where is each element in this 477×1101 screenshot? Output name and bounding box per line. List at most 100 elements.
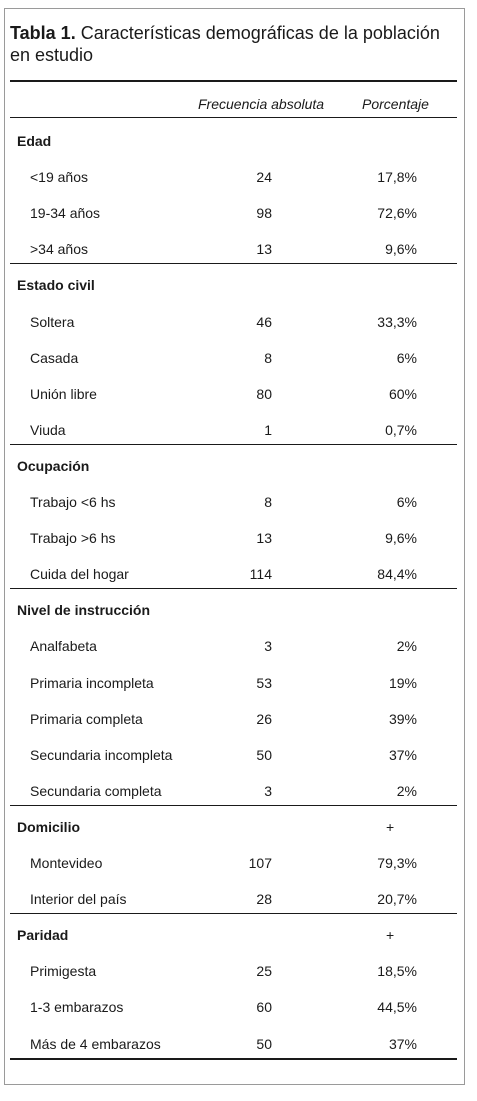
table-title-label: Tabla 1.: [10, 23, 76, 43]
row-frequency: 25: [256, 963, 272, 980]
table-row: Casada 8 6%: [0, 348, 465, 368]
section-marker: +: [386, 927, 395, 944]
row-frequency: 28: [256, 891, 272, 908]
section-rule: [10, 588, 457, 590]
section-rule: [10, 263, 457, 265]
table-row: >34 años 13 9,6%: [0, 239, 465, 259]
row-label: 19-34 años: [30, 205, 101, 222]
row-label: Cuida del hogar: [30, 566, 129, 583]
row-label: Más de 4 embarazos: [30, 1035, 161, 1052]
section-name: Edad: [17, 133, 52, 149]
section-marker: +: [386, 818, 395, 835]
table-row: Montevideo 107 79,3%: [0, 853, 465, 873]
table-row: Viuda 1 0,7%: [0, 420, 465, 440]
table-row: Unión libre 80 60%: [0, 384, 465, 404]
row-label: 1-3 embarazos: [30, 999, 124, 1016]
row-frequency: 13: [256, 241, 272, 258]
section-header-row: Domicilio +: [0, 817, 465, 837]
row-percentage: 6%: [396, 494, 417, 510]
table-row: Primaria completa 26 39%: [0, 709, 465, 729]
section-header-row: Estado civil: [0, 275, 465, 295]
row-percentage: 60%: [388, 385, 417, 402]
row-percentage: 37%: [388, 746, 417, 763]
row-label: Primigesta: [30, 963, 97, 980]
row-percentage: 44,5%: [377, 999, 417, 1016]
table-row: Cuida del hogar 114 84,4%: [0, 564, 465, 584]
section-name: Ocupación: [17, 457, 90, 474]
column-header-percentage: Porcentaje: [362, 96, 429, 112]
row-percentage: 2%: [396, 782, 417, 799]
section-name: Paridad: [17, 927, 69, 944]
row-label: Trabajo >6 hs: [30, 530, 116, 547]
row-percentage: 20,7%: [377, 891, 417, 908]
row-label: Soltera: [30, 313, 75, 330]
table-row: <19 años 24 17,8%: [0, 167, 465, 187]
header-rule: [10, 117, 457, 118]
table-row: Soltera 46 33,3%: [0, 312, 465, 332]
row-label: Primaria completa: [30, 710, 143, 727]
row-label: Secundaria completa: [30, 782, 162, 799]
row-percentage: 84,4%: [377, 566, 417, 583]
row-frequency: 13: [256, 530, 272, 547]
row-percentage: 18,5%: [377, 963, 417, 980]
row-frequency: 1: [264, 421, 272, 438]
table-row: Primaria incompleta 53 19%: [0, 673, 465, 693]
table-row: 19-34 años 98 72,6%: [0, 203, 465, 223]
row-percentage: 9,6%: [385, 241, 417, 258]
column-header-frequency: Frecuencia absoluta: [198, 96, 325, 112]
row-frequency: 53: [256, 674, 272, 691]
row-percentage: 0,7%: [385, 421, 417, 438]
table-title-text: Características demográficas de la pobla…: [10, 23, 440, 65]
row-percentage: 17,8%: [377, 169, 417, 186]
row-frequency: 50: [256, 746, 272, 763]
section-rule: [10, 804, 457, 806]
row-label: Primaria incompleta: [30, 674, 154, 691]
row-frequency: 80: [256, 385, 272, 402]
row-frequency: 8: [264, 494, 272, 510]
section-rule: [10, 913, 457, 915]
row-frequency: 114: [249, 566, 272, 583]
row-percentage: 37%: [388, 1035, 417, 1052]
table-row: Analfabeta 3 2%: [0, 636, 465, 656]
row-frequency: 8: [264, 349, 272, 366]
section-header-row: Nivel de instrucción: [0, 600, 465, 620]
table-row: Secundaria incompleta 50 37%: [0, 745, 465, 765]
row-percentage: 2%: [396, 638, 417, 655]
row-percentage: 9,6%: [385, 530, 417, 547]
row-percentage: 39%: [388, 710, 417, 727]
row-label: Analfabeta: [30, 638, 97, 655]
row-frequency: 98: [256, 205, 272, 222]
table-row: Interior del país 28 20,7%: [0, 889, 465, 909]
row-label: >34 años: [30, 241, 88, 258]
table-row: Secundaria completa 3 2%: [0, 781, 465, 801]
section-name: Estado civil: [17, 277, 95, 294]
row-percentage: 33,3%: [377, 313, 417, 330]
row-frequency: 60: [256, 999, 272, 1016]
table-row: Trabajo <6 hs 8 6%: [0, 492, 465, 512]
row-frequency: 46: [256, 313, 272, 330]
row-frequency: 24: [256, 169, 272, 186]
table-row: 1-3 embarazos 60 44,5%: [0, 997, 465, 1017]
row-label: Montevideo: [30, 855, 103, 871]
row-percentage: 72,6%: [377, 205, 417, 222]
row-percentage: 79,3%: [377, 855, 417, 871]
table-row: Primigesta 25 18,5%: [0, 961, 465, 981]
section-header-row: Edad: [0, 131, 465, 151]
row-frequency: 50: [256, 1035, 272, 1052]
table-row: Más de 4 embarazos 50 37%: [0, 1034, 465, 1054]
row-percentage: 19%: [388, 674, 417, 691]
top-rule: [10, 80, 457, 82]
row-frequency: 107: [248, 855, 272, 871]
row-label: Viuda: [30, 421, 66, 438]
section-rule: [10, 443, 457, 445]
table-row: Trabajo >6 hs 13 9,6%: [0, 528, 465, 548]
row-label: Unión libre: [30, 385, 97, 402]
row-label: Secundaria incompleta: [30, 746, 173, 763]
table-frame: [4, 8, 465, 1085]
row-label: Trabajo <6 hs: [30, 494, 116, 510]
bottom-rule: [10, 1057, 457, 1060]
section-name: Nivel de instrucción: [17, 602, 151, 619]
section-name: Domicilio: [17, 818, 81, 835]
row-frequency: 3: [264, 638, 272, 655]
table-title: Tabla 1. Características demográficas de…: [10, 22, 450, 66]
